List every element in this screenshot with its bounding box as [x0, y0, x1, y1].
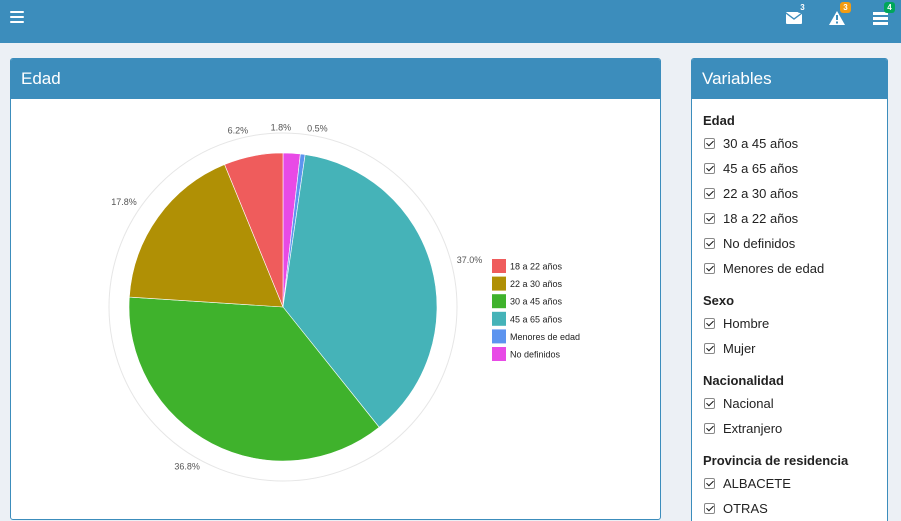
pie-slice-30-a-45-años[interactable]: [128, 296, 380, 462]
chart-box: Edad 1.8% 0.5% 37.0% 36.8% 17.8% 6.2% 18 a 22 …: [10, 58, 661, 520]
checkbox-checked-icon[interactable]: [704, 423, 715, 434]
variables-panel: Variables Edad 30 a 45 años 45 a 65 años 22…: [691, 58, 888, 521]
variable-checkbox-item[interactable]: 18 a 22 años: [703, 206, 887, 231]
pie-percent-label: 37.0%: [457, 255, 483, 265]
checkbox-label: Menores de edad: [723, 261, 825, 276]
notification-badge: 4: [884, 2, 895, 13]
pie-percent-label: 6.2%: [228, 125, 249, 135]
checkbox-checked-icon[interactable]: [704, 343, 715, 354]
legend-label: 18 a 22 años: [510, 262, 563, 272]
checkbox-label: 30 a 45 años: [723, 136, 799, 151]
pie-outer-ring: [108, 132, 458, 482]
checkbox-label: 18 a 22 años: [723, 211, 799, 226]
variable-checkbox-item[interactable]: 45 a 65 años: [703, 156, 887, 181]
legend-swatch: [492, 259, 506, 273]
hamburger-icon[interactable]: [10, 11, 24, 25]
warning-icon[interactable]: 3: [829, 2, 851, 26]
pie-slice-18-a-22-años[interactable]: [224, 152, 284, 308]
legend-label: 45 a 65 años: [510, 314, 563, 324]
checkbox-label: Nacional: [723, 396, 774, 411]
legend-label: Menores de edad: [510, 332, 580, 342]
legend-swatch: [492, 329, 506, 344]
variable-checkbox-item[interactable]: Mujer: [703, 336, 887, 361]
checkbox-checked-icon[interactable]: [704, 213, 715, 224]
legend-swatch: [492, 347, 506, 361]
checkbox-label: 45 a 65 años: [723, 161, 799, 176]
legend-swatch: [492, 311, 506, 326]
checkbox-checked-icon[interactable]: [704, 138, 715, 149]
checkbox-checked-icon[interactable]: [704, 238, 715, 249]
checkbox-label: ALBACETE: [723, 476, 791, 491]
legend-swatch: [492, 294, 506, 309]
pie-percent-label: 1.8%: [271, 122, 292, 132]
chart-box-title: Edad: [11, 59, 660, 99]
checkbox-label: No definidos: [723, 236, 796, 251]
checkbox-checked-icon[interactable]: [704, 503, 715, 514]
variable-checkbox-item[interactable]: 22 a 30 años: [703, 181, 887, 206]
envelope-icon[interactable]: 3: [786, 2, 808, 26]
variable-checkbox-item[interactable]: Nacional: [703, 391, 887, 416]
variable-group-title: Sexo: [703, 293, 735, 308]
variable-checkbox-item[interactable]: Hombre: [703, 311, 887, 336]
variable-checkbox-item[interactable]: Extranjero: [703, 416, 887, 441]
pie-percent-label: 36.8%: [174, 462, 200, 472]
pie-chart: 1.8% 0.5% 37.0% 36.8% 17.8% 6.2% 18 a 22 años 2…: [11, 99, 660, 519]
legend-label: 22 a 30 años: [510, 279, 563, 289]
checkbox-checked-icon[interactable]: [704, 318, 715, 329]
variable-checkbox-item[interactable]: Menores de edad: [703, 256, 887, 281]
pie-slice-22-a-30-años[interactable]: [129, 164, 284, 308]
pie-chart-svg: 1.8% 0.5% 37.0% 36.8% 17.8% 6.2% 18 a 22 años 2…: [108, 122, 580, 482]
variable-checkbox-item[interactable]: OTRAS: [703, 496, 887, 521]
checkbox-checked-icon[interactable]: [704, 478, 715, 489]
legend-label: No definidos: [510, 350, 561, 360]
checkbox-checked-icon[interactable]: [704, 263, 715, 274]
notification-badge: 3: [797, 2, 808, 13]
variable-group-title: Nacionalidad: [703, 373, 784, 388]
checkbox-checked-icon[interactable]: [704, 163, 715, 174]
pie-percent-label: 0.5%: [307, 123, 328, 133]
variables-title: Variables: [692, 59, 887, 99]
checkbox-label: OTRAS: [723, 501, 768, 516]
variable-checkbox-item[interactable]: No definidos: [703, 231, 887, 256]
checkbox-label: 22 a 30 años: [723, 186, 799, 201]
checkbox-checked-icon[interactable]: [704, 398, 715, 409]
legend-swatch: [492, 276, 506, 291]
checkbox-label: Mujer: [723, 341, 756, 356]
checkbox-label: Hombre: [723, 316, 770, 331]
tasks-icon[interactable]: 4: [873, 2, 895, 26]
pie-percent-label: 17.8%: [111, 197, 137, 207]
variable-checkbox-item[interactable]: 30 a 45 años: [703, 131, 887, 156]
notification-badge: 3: [840, 2, 851, 13]
variable-group-title: Provincia de residencia: [703, 453, 849, 468]
pie-slice-45-a-65-años[interactable]: [282, 154, 438, 428]
variables-list: Edad 30 a 45 años 45 a 65 años 22 a 30 años…: [692, 99, 887, 521]
top-navbar: 3 3 4: [0, 0, 901, 43]
variable-group-title: Edad: [703, 113, 735, 128]
checkbox-checked-icon[interactable]: [704, 188, 715, 199]
legend-label: 30 a 45 años: [510, 297, 563, 307]
variable-checkbox-item[interactable]: ALBACETE: [703, 471, 887, 496]
checkbox-label: Extranjero: [723, 421, 783, 436]
